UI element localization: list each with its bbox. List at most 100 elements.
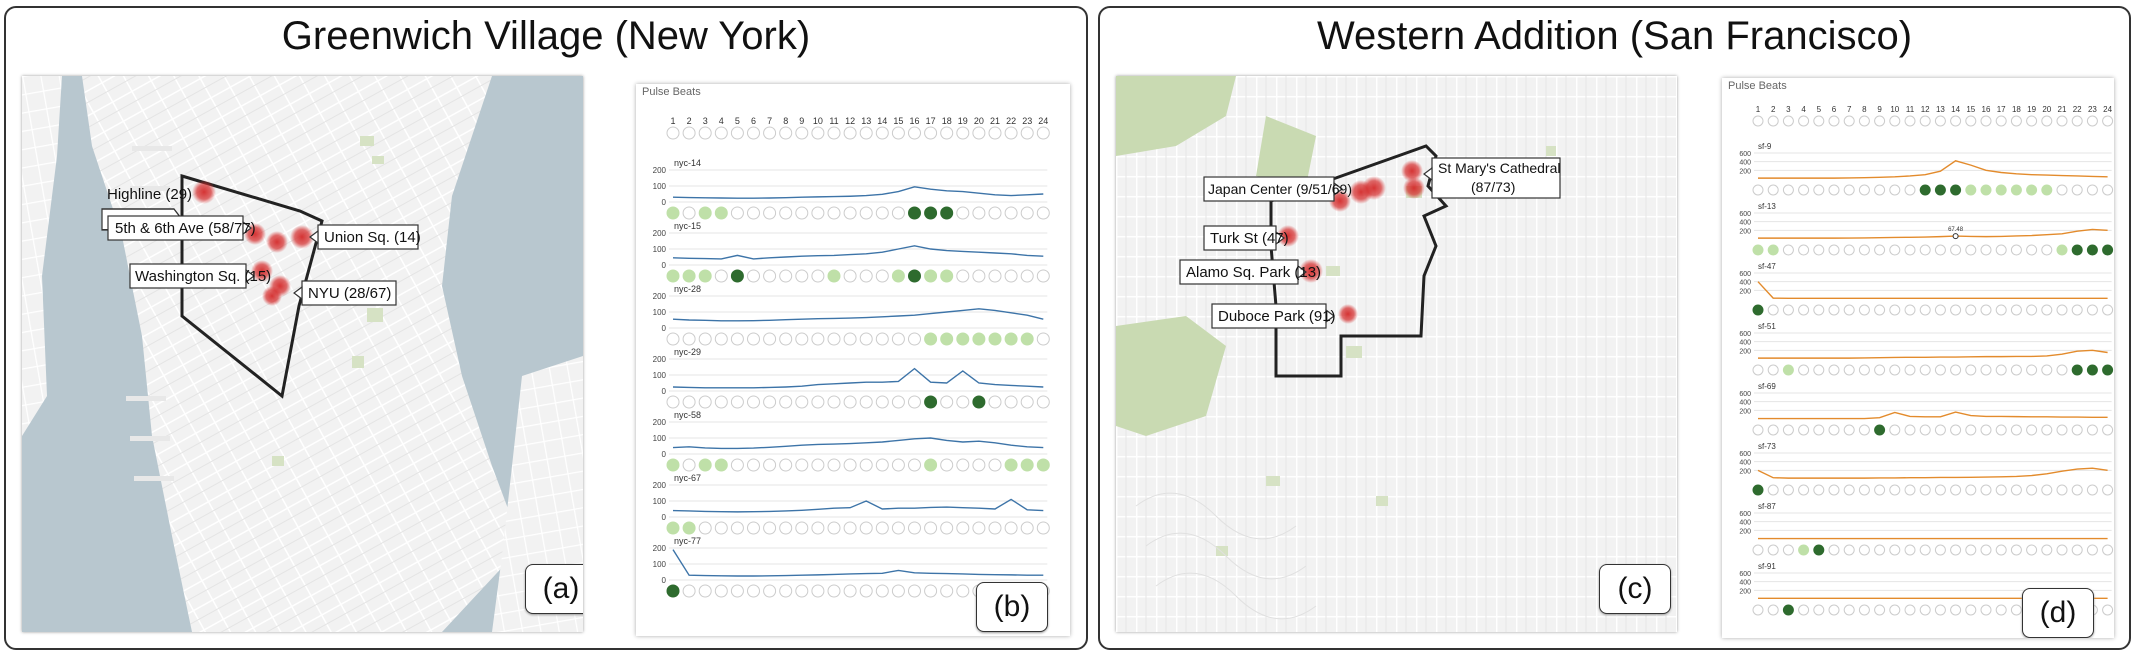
pulse-circle xyxy=(1843,304,1855,316)
pulse-circle xyxy=(1004,458,1018,472)
y-tick-label: 600 xyxy=(1739,571,1751,578)
pulse-circle xyxy=(1858,184,1870,196)
nyc-map[interactable]: Highline (29) 5th & 6th Ave (58/77) Unio… xyxy=(22,76,583,632)
pulse-circle xyxy=(811,521,825,535)
pulse-circle xyxy=(779,458,793,472)
pulse-circle xyxy=(714,584,728,598)
pulse-circle xyxy=(1889,544,1901,556)
y-tick-label: 200 xyxy=(1739,348,1751,355)
series-line-sf-73 xyxy=(1757,467,2108,479)
pulse-circle xyxy=(2026,424,2038,436)
pulse-circle xyxy=(827,584,841,598)
pulse-circle xyxy=(1874,484,1886,496)
pulse-circle xyxy=(2086,424,2098,436)
hour-circle xyxy=(1752,115,1764,127)
hour-circle xyxy=(1782,115,1794,127)
y-tick-label: 100 xyxy=(653,308,667,317)
pulse-circle xyxy=(859,584,873,598)
hour-circle xyxy=(1874,115,1886,127)
pulse-circle xyxy=(811,395,825,409)
pulse-circle xyxy=(2010,244,2022,256)
series-line-nyc-77 xyxy=(672,549,1044,577)
y-tick-label: 100 xyxy=(653,245,667,254)
pulse-circle xyxy=(956,521,970,535)
pulse-circle xyxy=(924,458,938,472)
pulse-circle xyxy=(2026,544,2038,556)
pulse-circle xyxy=(1995,304,2007,316)
sf-map[interactable]: Japan Center (9/51/69) St Mary's Cathedr… xyxy=(1116,76,1677,632)
series-line-nyc-15 xyxy=(672,245,1044,260)
hour-circle xyxy=(1965,115,1977,127)
pulse-circle xyxy=(1798,604,1810,616)
pulse-circle xyxy=(1782,244,1794,256)
pulse-circle xyxy=(1020,332,1034,346)
pulse-circle xyxy=(875,584,889,598)
pulse-circle xyxy=(1036,458,1050,472)
pulse-circle xyxy=(1752,304,1764,316)
y-tick-label: 100 xyxy=(653,434,667,443)
pulse-circle xyxy=(763,521,777,535)
pulse-circle xyxy=(908,332,921,346)
pulse-circle xyxy=(875,395,889,409)
pulse-circle xyxy=(1020,458,1034,472)
pulse-circle xyxy=(1904,544,1916,556)
series-name: sf-13 xyxy=(1758,202,1776,211)
hour-circle xyxy=(924,126,938,140)
y-tick-label: 0 xyxy=(662,261,667,270)
series-line-sf-9 xyxy=(1758,160,2108,179)
pulse-circle xyxy=(714,206,728,220)
y-tick-label: 400 xyxy=(1739,340,1751,347)
pulse-circle xyxy=(2086,184,2098,196)
hour-circle xyxy=(1889,115,1901,127)
pulse-circle xyxy=(2010,184,2022,196)
hour-circle xyxy=(972,126,986,140)
pulse-circle xyxy=(843,584,857,598)
pulse-circle xyxy=(972,521,986,535)
pulse-circle xyxy=(924,395,938,409)
nyc-label-union-sq: Union Sq. (14) xyxy=(324,229,421,246)
y-tick-label: 600 xyxy=(1739,331,1751,338)
pulse-circle xyxy=(1904,304,1916,316)
hour-circle xyxy=(1919,115,1931,127)
pulse-circle xyxy=(682,395,696,409)
pulse-circle xyxy=(972,332,986,346)
pulse-circle xyxy=(940,206,954,220)
pulse-circle xyxy=(795,458,809,472)
pulse-circle xyxy=(827,332,841,346)
series-line-sf-69 xyxy=(1758,411,2108,420)
hour-circle xyxy=(795,126,809,140)
pulse-circle xyxy=(1020,269,1034,283)
hour-tick-label: 22 xyxy=(2073,105,2082,114)
pulse-circle xyxy=(747,458,760,472)
pulse-circle xyxy=(1965,184,1977,196)
pulse-circle xyxy=(908,521,921,535)
pulse-circle xyxy=(1782,544,1794,556)
pulse-circle xyxy=(1767,304,1779,316)
pulse-circle xyxy=(1843,484,1855,496)
pulse-circle xyxy=(795,521,809,535)
hour-tick-label: 17 xyxy=(1997,105,2006,114)
pulse-circle xyxy=(698,584,712,598)
nyc-label-nyu: NYU (28/67) xyxy=(308,285,391,302)
y-tick-label: 0 xyxy=(662,513,667,522)
y-tick-label: 400 xyxy=(1739,460,1751,467)
pulse-circle xyxy=(779,269,793,283)
hour-circle xyxy=(1813,115,1825,127)
hour-circle xyxy=(2041,115,2053,127)
pulse-circle xyxy=(1828,184,1840,196)
pulse-circle xyxy=(811,269,825,283)
pulse-circle xyxy=(2010,304,2022,316)
pulse-circle xyxy=(1767,364,1779,376)
pulse-circle xyxy=(698,206,712,220)
y-tick-label: 400 xyxy=(1739,400,1751,407)
hour-circle xyxy=(1843,115,1855,127)
hour-tick-label: 11 xyxy=(1906,105,1915,114)
hour-circle xyxy=(2010,115,2022,127)
hour-tick-label: 24 xyxy=(2103,105,2112,114)
hour-tick-label: 4 xyxy=(1801,105,1806,114)
pulse-circle xyxy=(2086,304,2098,316)
pulse-circle xyxy=(908,269,921,283)
sf-label-st-marys-ids: (87/73) xyxy=(1471,179,1515,195)
pulse-circle xyxy=(1965,304,1977,316)
pulse-circle xyxy=(875,269,889,283)
